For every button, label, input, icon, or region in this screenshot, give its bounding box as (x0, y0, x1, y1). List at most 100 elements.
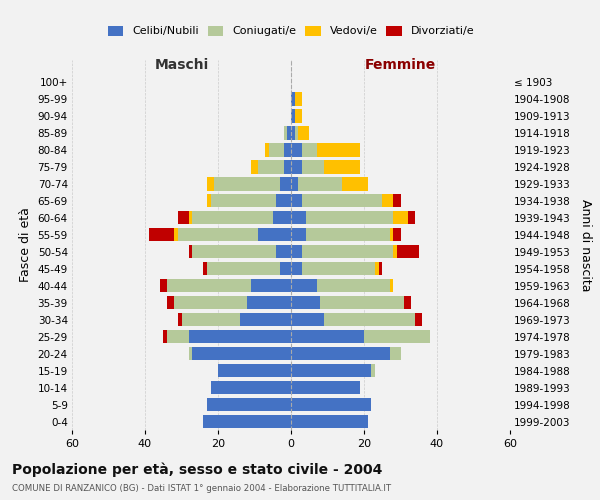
Bar (397, 245, 419, 258)
Bar (182, 313, 240, 326)
Bar (291, 228, 305, 241)
Bar (149, 228, 174, 241)
Bar (320, 296, 404, 310)
Bar (291, 262, 302, 276)
Bar (240, 313, 291, 326)
Bar (291, 279, 317, 292)
Bar (393, 194, 401, 207)
Bar (178, 211, 189, 224)
Bar (203, 262, 207, 276)
Bar (324, 313, 415, 326)
Bar (298, 126, 309, 140)
Bar (280, 178, 291, 190)
Bar (287, 126, 291, 140)
Text: Maschi: Maschi (154, 58, 209, 72)
Text: Popolazione per età, sesso e stato civile - 2004: Popolazione per età, sesso e stato civil… (12, 462, 382, 477)
Bar (317, 144, 361, 156)
Bar (189, 347, 193, 360)
Bar (389, 228, 393, 241)
Bar (302, 194, 382, 207)
Bar (189, 245, 193, 258)
Bar (251, 279, 291, 292)
Bar (174, 296, 247, 310)
Bar (291, 126, 295, 140)
Bar (302, 144, 317, 156)
Bar (375, 262, 379, 276)
Bar (389, 279, 393, 292)
Bar (393, 211, 408, 224)
Bar (389, 347, 401, 360)
Bar (291, 160, 302, 173)
Bar (291, 347, 389, 360)
Bar (342, 178, 368, 190)
Bar (211, 194, 277, 207)
Bar (302, 160, 324, 173)
Bar (167, 330, 189, 344)
Bar (284, 160, 291, 173)
Bar (305, 211, 393, 224)
Bar (291, 92, 295, 106)
Bar (291, 313, 324, 326)
Bar (207, 398, 291, 411)
Y-axis label: Anni di nascita: Anni di nascita (579, 198, 592, 291)
Bar (207, 178, 214, 190)
Bar (284, 144, 291, 156)
Bar (203, 415, 291, 428)
Bar (207, 194, 211, 207)
Bar (305, 228, 389, 241)
Bar (211, 381, 291, 394)
Bar (218, 364, 291, 377)
Bar (189, 211, 193, 224)
Bar (280, 262, 291, 276)
Bar (382, 194, 393, 207)
Bar (291, 381, 361, 394)
Bar (247, 296, 291, 310)
Bar (189, 330, 291, 344)
Bar (393, 228, 401, 241)
Bar (163, 330, 167, 344)
Bar (291, 415, 368, 428)
Bar (324, 160, 361, 173)
Bar (379, 262, 382, 276)
Bar (371, 364, 375, 377)
Bar (207, 262, 280, 276)
Bar (364, 330, 430, 344)
Bar (291, 398, 371, 411)
Bar (393, 245, 397, 258)
Bar (167, 296, 174, 310)
Bar (291, 178, 298, 190)
Bar (277, 245, 291, 258)
Legend: Celibi/Nubili, Coniugati/e, Vedovi/e, Divorziati/e: Celibi/Nubili, Coniugati/e, Vedovi/e, Di… (103, 21, 479, 41)
Bar (269, 144, 284, 156)
Bar (291, 110, 295, 122)
Bar (193, 245, 277, 258)
Bar (214, 178, 280, 190)
Bar (167, 279, 251, 292)
Bar (174, 228, 178, 241)
Bar (295, 92, 302, 106)
Text: Femmine: Femmine (365, 58, 436, 72)
Bar (160, 279, 167, 292)
Bar (404, 296, 412, 310)
Bar (193, 347, 291, 360)
Bar (265, 144, 269, 156)
Bar (291, 296, 320, 310)
Bar (251, 160, 258, 173)
Text: COMUNE DI RANZANICO (BG) - Dati ISTAT 1° gennaio 2004 - Elaborazione TUTTITALIA.: COMUNE DI RANZANICO (BG) - Dati ISTAT 1°… (12, 484, 391, 493)
Bar (178, 228, 258, 241)
Bar (291, 330, 364, 344)
Bar (291, 211, 305, 224)
Y-axis label: Fasce di età: Fasce di età (19, 208, 32, 282)
Bar (277, 194, 291, 207)
Bar (291, 364, 371, 377)
Bar (284, 126, 287, 140)
Bar (291, 144, 302, 156)
Bar (302, 245, 393, 258)
Bar (291, 194, 302, 207)
Bar (295, 110, 302, 122)
Bar (302, 262, 375, 276)
Bar (408, 211, 415, 224)
Bar (291, 245, 302, 258)
Bar (298, 178, 342, 190)
Bar (193, 211, 273, 224)
